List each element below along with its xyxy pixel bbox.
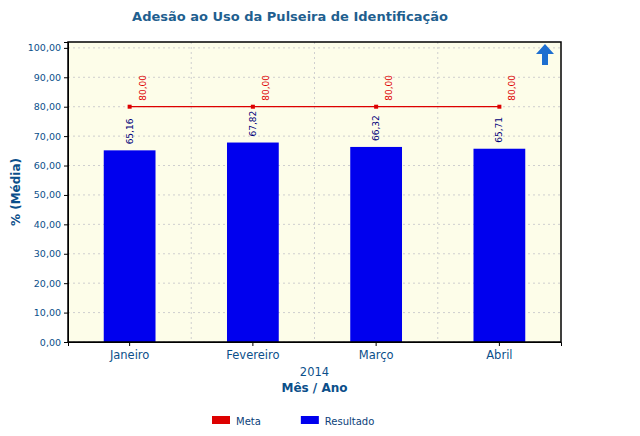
y-tick-mark <box>64 166 68 167</box>
y-tick-mark <box>64 136 68 137</box>
grid-line <box>68 136 561 137</box>
x-tick-mark <box>252 342 253 346</box>
meta-marker <box>128 105 132 109</box>
legend-swatch <box>301 416 319 424</box>
x-tick: Fevereiro <box>226 342 279 362</box>
legend-swatch <box>212 416 230 424</box>
data-labels: 65,16 67,82 66,32 65,71 80,00 80,00 80,00 80,00 <box>125 75 518 145</box>
y-tick-label: 60,00 <box>34 160 61 171</box>
y-tick: 20,00 <box>34 278 68 289</box>
legend-label: Resultado <box>325 416 375 427</box>
meta-marker <box>374 105 378 109</box>
y-tick-mark <box>64 107 68 108</box>
grid-line-vertical <box>314 42 315 342</box>
x-tick-label: Janeiro <box>109 348 150 362</box>
y-axis-title: % (Média) <box>9 158 23 226</box>
y-tick-mark <box>64 48 68 49</box>
arrow-icon <box>536 44 554 65</box>
grid-line-vertical <box>191 42 192 342</box>
data-label: 80,00 <box>507 75 517 101</box>
grid-line <box>68 106 561 107</box>
data-label: 80,00 <box>138 75 148 101</box>
x-axis: Janeiro Fevereiro Março Abril <box>69 342 562 362</box>
y-tick: 60,00 <box>34 160 68 171</box>
chart: Adesão ao Uso da Pulseira de Identificaç… <box>0 0 640 436</box>
bar <box>350 147 402 342</box>
data-label: 67,82 <box>248 111 258 137</box>
bar <box>473 149 525 342</box>
legend: Meta Resultado <box>212 416 374 427</box>
y-tick: 70,00 <box>34 131 68 142</box>
y-tick-mark <box>64 254 68 255</box>
plot: 65,16 67,82 66,32 65,71 80,00 80,00 80,00 80,00… <box>28 42 562 362</box>
y-tick-label: 20,00 <box>34 278 61 289</box>
y-tick: 40,00 <box>34 219 68 230</box>
x-tick-mark <box>129 342 130 346</box>
y-tick-label: 50,00 <box>34 189 61 200</box>
plot-frame <box>68 42 561 342</box>
y-tick: 90,00 <box>34 72 68 83</box>
x-tick-mark <box>499 342 500 346</box>
y-tick-label: 40,00 <box>34 219 61 230</box>
grid-line-vertical <box>437 42 438 342</box>
y-tick: 80,00 <box>34 101 68 112</box>
y-tick-label: 90,00 <box>34 72 61 83</box>
x-tick-label: Fevereiro <box>226 348 279 362</box>
data-label: 65,16 <box>125 118 135 144</box>
x-axis-line <box>69 343 562 347</box>
y-tick-label: 0,00 <box>40 337 61 348</box>
x-axis-title: Mês / Ano <box>281 381 347 395</box>
legend-label: Meta <box>236 416 261 427</box>
marks <box>104 105 526 342</box>
plot-background <box>68 42 561 342</box>
x-tick-label: Março <box>359 348 394 362</box>
y-axis: 0,00 10,00 20,00 30,00 40,00 50,00 60,00 70,00 8… <box>28 42 69 347</box>
x-tick-label: Abril <box>486 348 512 362</box>
y-tick-mark <box>64 342 68 343</box>
data-label: 66,32 <box>371 115 381 141</box>
y-axis-line <box>64 43 69 343</box>
y-tick-label: 30,00 <box>34 248 61 259</box>
data-label: 65,71 <box>494 117 504 143</box>
y-tick: 0,00 <box>40 337 68 348</box>
grid <box>68 42 561 342</box>
x-tick-mark <box>376 342 377 346</box>
y-tick: 10,00 <box>34 307 68 318</box>
x-tick: Março <box>359 342 394 362</box>
y-tick: 30,00 <box>34 248 68 259</box>
meta-marker <box>497 105 501 109</box>
y-tick: 100,00 <box>28 42 68 53</box>
title: Adesão ao Uso da Pulseira de Identificaç… <box>132 9 448 24</box>
x-tick: Abril <box>486 342 512 362</box>
meta-line <box>130 106 500 107</box>
y-tick-mark <box>64 224 68 225</box>
bar <box>227 143 279 342</box>
y-tick-label: 100,00 <box>28 42 61 53</box>
y-tick-mark <box>64 313 68 314</box>
y-tick-label: 10,00 <box>34 307 61 318</box>
y-tick-mark <box>64 283 68 284</box>
data-label: 80,00 <box>261 75 271 101</box>
y-tick-mark <box>64 195 68 196</box>
x-tick: Janeiro <box>109 342 150 362</box>
y-tick-label: 70,00 <box>34 131 61 142</box>
annotation: 2014 <box>300 365 329 379</box>
y-tick: 50,00 <box>34 189 68 200</box>
bar <box>104 150 156 342</box>
meta-marker <box>251 105 255 109</box>
data-label: 80,00 <box>384 75 394 101</box>
y-tick-label: 80,00 <box>34 101 61 112</box>
y-tick-mark <box>64 77 68 78</box>
